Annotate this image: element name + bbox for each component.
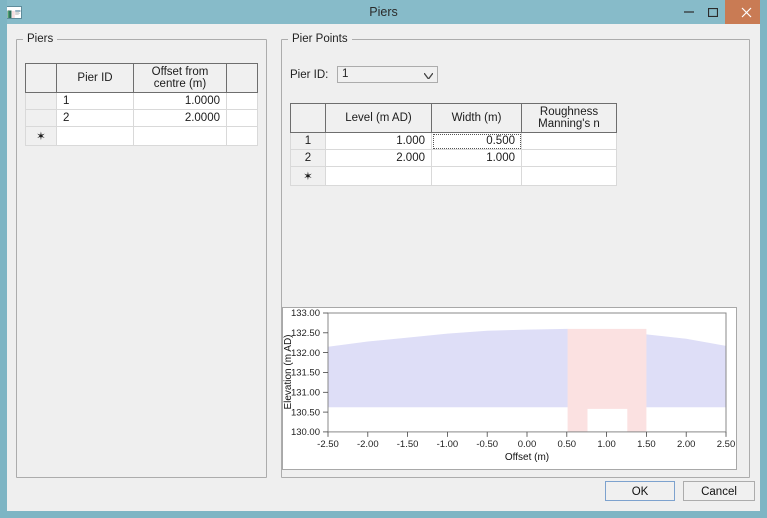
svg-text:2.00: 2.00 (677, 439, 696, 450)
svg-text:132.50: 132.50 (291, 328, 320, 339)
svg-text:-2.50: -2.50 (317, 439, 339, 450)
svg-text:0.50: 0.50 (558, 439, 577, 450)
svg-text:1.00: 1.00 (597, 439, 616, 450)
svg-text:0.00: 0.00 (518, 439, 537, 450)
svg-text:-1.50: -1.50 (397, 439, 419, 450)
svg-text:131.50: 131.50 (291, 368, 320, 379)
svg-text:131.00: 131.00 (291, 388, 320, 399)
svg-text:2.50: 2.50 (717, 439, 736, 450)
svg-text:-0.50: -0.50 (476, 439, 498, 450)
svg-text:-1.00: -1.00 (437, 439, 459, 450)
svg-text:1.50: 1.50 (637, 439, 656, 450)
svg-text:130.00: 130.00 (291, 427, 320, 438)
svg-text:133.00: 133.00 (291, 308, 320, 319)
svg-text:-2.00: -2.00 (357, 439, 379, 450)
svg-text:130.50: 130.50 (291, 407, 320, 418)
svg-text:Offset (m): Offset (m) (505, 452, 549, 463)
svg-text:132.00: 132.00 (291, 348, 320, 359)
svg-text:Elevation (m AD): Elevation (m AD) (283, 334, 294, 409)
